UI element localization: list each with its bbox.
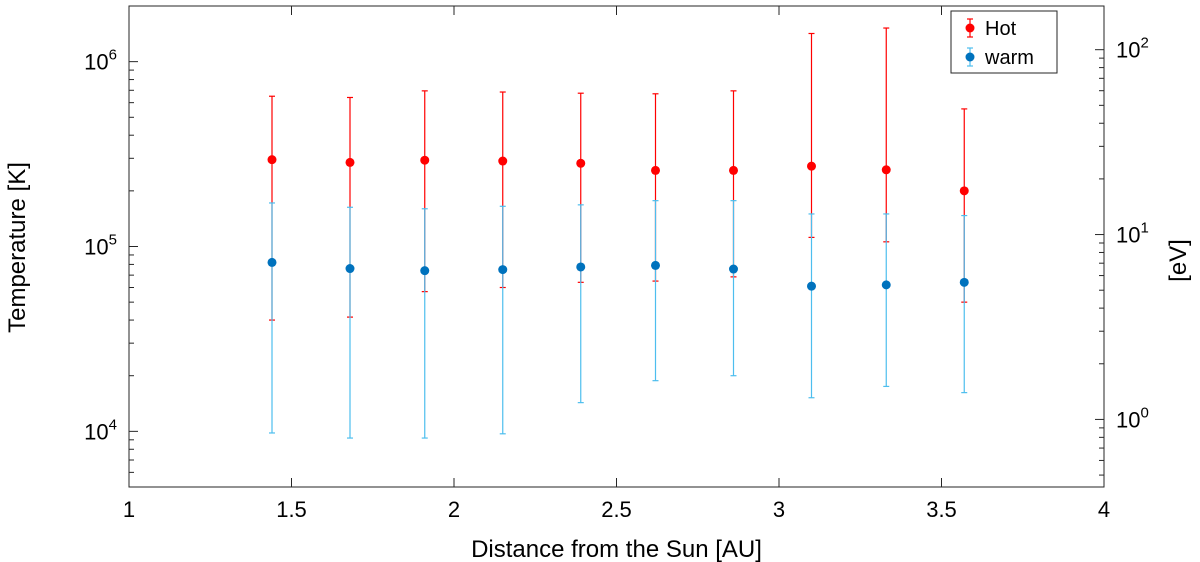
data-point xyxy=(881,165,891,175)
x-tick-label: 4 xyxy=(1098,497,1110,522)
x-tick-label: 1 xyxy=(123,497,135,522)
y-tick-label: 106 xyxy=(84,47,117,75)
legend-box xyxy=(950,10,1058,74)
y-tick-exponent: 6 xyxy=(109,47,117,64)
data-point xyxy=(576,262,586,272)
data-point xyxy=(498,156,508,166)
x-tick-label: 2 xyxy=(448,497,460,522)
legend: Hot warm xyxy=(950,10,1058,74)
data-point xyxy=(420,155,430,165)
x-tick-label: 3.5 xyxy=(926,497,957,522)
y-tick-exponent: 5 xyxy=(109,232,117,249)
y2-tick-label: 100 xyxy=(1116,404,1149,432)
data-point xyxy=(420,266,430,276)
y2-axis-title: [eV] xyxy=(1165,239,1192,282)
legend-marker xyxy=(965,23,975,33)
legend-items: Hot warm xyxy=(965,18,1034,69)
data-point xyxy=(651,260,660,270)
data-point xyxy=(267,257,277,267)
data-point xyxy=(498,265,508,275)
legend-marker xyxy=(965,52,975,62)
data-point xyxy=(576,158,586,168)
data-point xyxy=(729,165,738,175)
x-tick-label: 1.5 xyxy=(276,497,307,522)
data-point xyxy=(959,186,969,196)
x-tick-label: 2.5 xyxy=(601,497,632,522)
legend-label: warm xyxy=(984,47,1034,69)
y2-tick-exponent: 1 xyxy=(1140,220,1148,237)
data-point xyxy=(729,264,738,274)
data-point xyxy=(807,161,816,171)
data-point xyxy=(267,155,277,165)
x-tick-label: 3 xyxy=(773,497,785,522)
x-axis-title: Distance from the Sun [AU] xyxy=(471,536,762,562)
data-point xyxy=(959,277,969,287)
tick-layer xyxy=(128,5,1105,488)
plot-frame xyxy=(128,5,1105,488)
y-tick-label: 105 xyxy=(84,232,117,260)
data-point xyxy=(345,264,355,274)
y2-tick-label: 102 xyxy=(1116,35,1149,63)
data-point xyxy=(345,157,355,167)
legend-label: Hot xyxy=(985,18,1017,40)
data-point xyxy=(881,280,891,290)
y-axis-title: Temperature [K] xyxy=(4,162,31,333)
y-tick-exponent: 4 xyxy=(109,416,117,433)
y2-tick-exponent: 2 xyxy=(1140,35,1148,52)
data-point xyxy=(651,165,660,175)
y-tick-label: 104 xyxy=(84,416,117,444)
series-layer xyxy=(267,27,969,439)
y2-tick-label: 101 xyxy=(1116,220,1149,248)
y2-tick-exponent: 0 xyxy=(1140,404,1148,421)
data-point xyxy=(807,281,816,291)
